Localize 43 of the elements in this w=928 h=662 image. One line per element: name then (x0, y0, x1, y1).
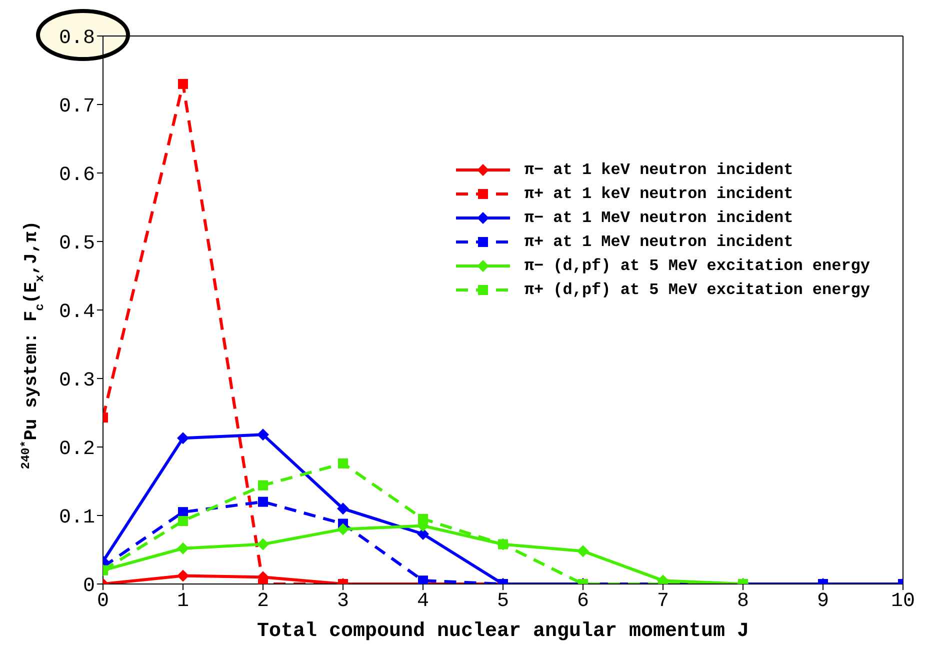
x-tick-label: 6 (576, 590, 590, 614)
point (338, 458, 348, 468)
x-tick-label: 3 (336, 590, 350, 614)
point (178, 507, 188, 518)
x-tick-label: 9 (816, 590, 830, 614)
point (258, 496, 268, 507)
point (177, 542, 189, 554)
y-tick-label: 0.4 (58, 301, 95, 324)
x-tick-label: 1 (176, 590, 190, 614)
point (337, 523, 349, 536)
point (418, 576, 428, 584)
point (178, 516, 188, 526)
point (418, 514, 428, 524)
x-tick-label: 10 (890, 590, 916, 614)
x-tick-label: 4 (416, 590, 430, 614)
point (498, 539, 508, 550)
point (577, 545, 589, 558)
y-tick-label: 0.1 (58, 506, 95, 530)
x-tick-label: 5 (496, 590, 510, 614)
point (258, 480, 268, 490)
x-axis-title: Total compound nuclear angular momentum J (256, 620, 750, 643)
legend-label: π+ (d,pf) at 5 MeV excitation energy (524, 281, 870, 299)
legend-label: π− at 1 MeV neutron incident (524, 209, 794, 227)
point (337, 502, 349, 515)
point (177, 570, 189, 582)
y-tick-label: 0.6 (58, 164, 95, 188)
y-tick-label: 0.5 (58, 232, 95, 256)
y-tick-label: 0.2 (58, 438, 95, 462)
x-tick-label: 0 (96, 590, 110, 614)
legend-label: π− (d,pf) at 5 MeV excitation energy (524, 257, 870, 275)
y-tick-label: 0 (82, 575, 95, 598)
x-tick-label: 2 (256, 590, 270, 614)
y-tick-label: 0.8 (58, 27, 95, 50)
point (177, 432, 189, 444)
y-tick-label: 0.3 (58, 370, 95, 393)
point (257, 538, 269, 550)
legend-label: π+ at 1 keV neutron incident (524, 185, 794, 203)
legend-label: π− at 1 keV neutron incident (524, 161, 794, 179)
legend-label: π+ at 1 MeV neutron incident (524, 233, 794, 251)
y-tick-label: 0.7 (58, 96, 95, 119)
x-tick-label: 8 (736, 590, 750, 614)
x-tick-label: 7 (656, 590, 670, 614)
point (257, 428, 269, 441)
